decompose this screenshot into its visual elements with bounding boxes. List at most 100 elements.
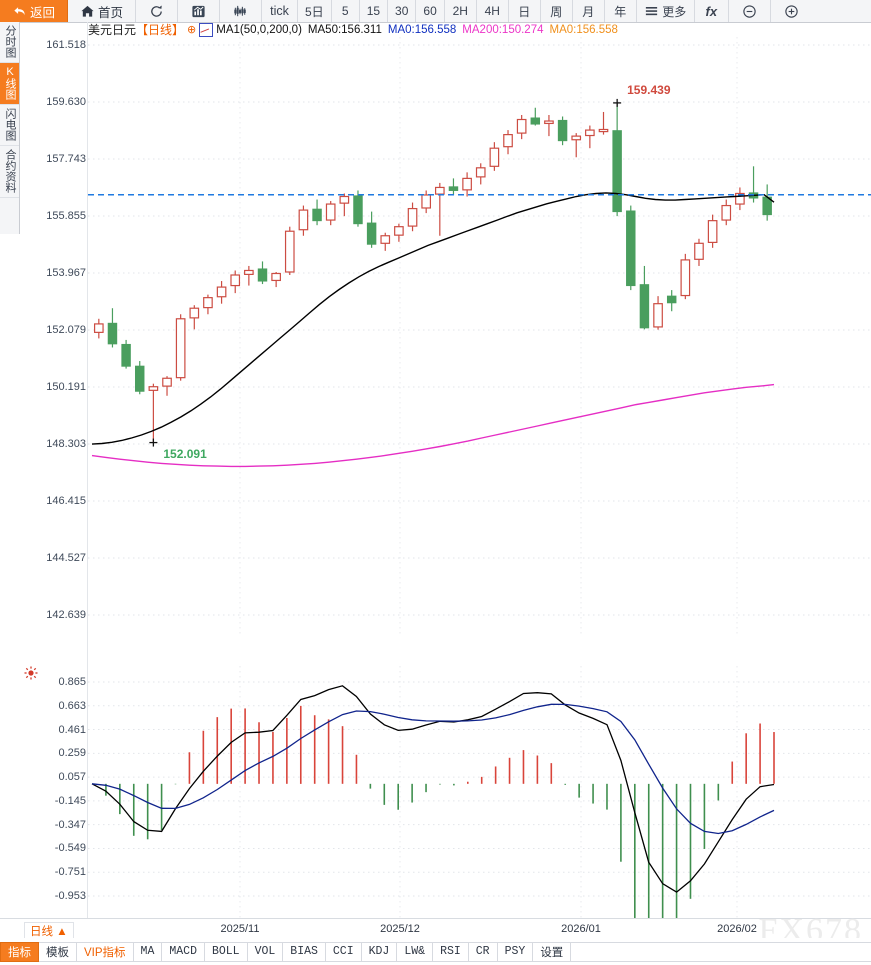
macd-y-tick: -0.549 xyxy=(54,842,86,855)
ma-line-MA200 xyxy=(91,383,775,468)
period-month-button-label: 月 xyxy=(582,4,595,19)
tab-boll[interactable]: BOLL xyxy=(204,941,248,962)
tab-lwr[interactable]: LW& xyxy=(397,941,434,962)
price-chart-svg xyxy=(88,37,871,637)
macd-y-tick: 0.865 xyxy=(58,676,86,688)
tab-settings[interactable]: 设置 xyxy=(533,941,572,962)
period-5min-button-label: 5 xyxy=(341,4,349,18)
function-button[interactable]: fx xyxy=(695,0,729,22)
zoom-out-button[interactable] xyxy=(729,0,771,22)
zoom-in-icon xyxy=(784,4,799,19)
candlestick xyxy=(93,318,104,339)
tab-templates[interactable]: 模板 xyxy=(39,941,77,962)
zoom-in-icon xyxy=(785,4,798,18)
back-button[interactable]: 返回 xyxy=(0,0,68,22)
tab-macd[interactable]: MACD xyxy=(162,941,205,962)
chart-header-info: 美元日元 【日线】 ⊕ MA1(50,0,200,0) MA50:156.311… xyxy=(88,22,624,37)
price-y-tick: 150.191 xyxy=(46,380,86,393)
tab-vip-indicators[interactable]: VIP指标 xyxy=(77,941,134,962)
candlestick xyxy=(284,226,295,276)
price-y-axis: 161.518 159.630 157.743 155.855 153.967 152.0… xyxy=(22,37,88,661)
period-30min-button[interactable]: 30 xyxy=(388,0,417,22)
time-axis: 日线 ▲ 2025/11 2025/12 2026/01 2026/02 xyxy=(0,918,871,940)
macd-chart-pane[interactable] xyxy=(88,666,871,918)
period-year-button[interactable]: 年 xyxy=(605,0,637,22)
high-price-label: 159.439 xyxy=(627,82,671,97)
macd-y-tick: 0.259 xyxy=(58,747,86,760)
candlestick xyxy=(585,125,595,149)
period-day-button[interactable]: 日 xyxy=(509,0,541,22)
ma-indicator-icon[interactable] xyxy=(199,22,214,37)
sidebar-item-lightning[interactable]: 闪电图 xyxy=(0,105,19,146)
candlestick-icon xyxy=(234,5,246,16)
price-y-tick: 161.518 xyxy=(46,39,86,51)
price-y-tick: 142.639 xyxy=(46,609,86,621)
home-button-label: 首页 xyxy=(97,5,123,20)
more-button[interactable]: 更多 xyxy=(637,0,695,22)
tab-kdj[interactable]: KDJ xyxy=(361,941,398,962)
expand-icon[interactable]: ⊕ xyxy=(187,24,197,36)
candlestick xyxy=(135,361,145,395)
back-button-label: 返回 xyxy=(29,5,55,20)
period-5min-button[interactable]: 5 xyxy=(332,0,360,22)
sidebar-item-contract[interactable]: 合约资料 xyxy=(0,146,19,198)
candle-chart-button[interactable] xyxy=(220,0,262,22)
macd-y-axis: 0.865 0.663 0.461 0.259 0.057 -0.145 -0.347 -0.… xyxy=(22,666,88,918)
tab-cci[interactable]: CCI xyxy=(325,941,362,962)
sidebar-item-timeshare[interactable]: 分时图 xyxy=(0,22,19,63)
candlestick xyxy=(189,305,200,330)
tick-button[interactable]: tick xyxy=(262,0,298,22)
bottom-indicator-bar: 指标 模板 VIP指标 MA MACD BOLL VOL BIAS CCI KDJ LW& RSI CR… xyxy=(0,938,871,965)
period-month-button[interactable]: 月 xyxy=(573,0,605,22)
candlestick xyxy=(216,281,227,304)
price-y-tick: 155.855 xyxy=(46,209,86,222)
zoom-in-button[interactable] xyxy=(771,0,813,22)
sidebar-item-kline[interactable]: K线图 xyxy=(0,63,19,105)
hamburger-icon xyxy=(644,4,659,19)
settings-sun-icon[interactable] xyxy=(24,666,38,680)
period-4h-button[interactable]: 4H xyxy=(477,0,509,22)
period-year-button-label: 年 xyxy=(614,4,627,19)
tab-psy[interactable]: PSY xyxy=(497,941,534,962)
period-60min-button[interactable]: 60 xyxy=(416,0,445,22)
macd-chart-svg xyxy=(88,666,871,918)
ma50-value: MA50:156.311 xyxy=(307,23,382,36)
period-15min-button[interactable]: 15 xyxy=(360,0,389,22)
refresh-icon xyxy=(151,5,162,17)
candlestick xyxy=(271,271,281,288)
candlestick xyxy=(148,383,159,443)
candlestick xyxy=(694,238,704,266)
macd-y-tick: 0.663 xyxy=(58,699,86,712)
hamburger-icon xyxy=(646,6,658,15)
price-y-tick: 146.415 xyxy=(46,494,86,507)
tab-vol[interactable]: VOL xyxy=(247,941,284,962)
candlestick xyxy=(107,308,118,348)
tab-bias[interactable]: BIAS xyxy=(283,941,326,962)
candlestick xyxy=(571,133,582,158)
indicator-chart-button[interactable] xyxy=(178,0,220,22)
candlestick xyxy=(748,166,759,203)
refresh-button[interactable] xyxy=(136,0,178,22)
period-2h-button-label: 2H xyxy=(452,4,468,18)
tick-button-label: tick xyxy=(270,4,289,18)
period-day-button-label: 日 xyxy=(518,4,531,19)
period-week-button[interactable]: 周 xyxy=(541,0,573,22)
price-y-tick: 153.967 xyxy=(46,266,86,279)
low-price-label: 152.091 xyxy=(163,446,207,461)
home-button[interactable]: 首页 xyxy=(68,0,136,22)
tab-ma[interactable]: MA xyxy=(133,941,163,962)
tab-rsi[interactable]: RSI xyxy=(433,941,469,962)
candlestick xyxy=(448,178,459,195)
tab-indicators[interactable]: 指标 xyxy=(0,941,39,962)
candlestick xyxy=(203,294,213,315)
price-chart-pane[interactable]: 159.439 152.091 xyxy=(88,37,871,661)
candlestick xyxy=(257,261,268,285)
candlestick xyxy=(407,202,418,232)
period-2h-button[interactable]: 2H xyxy=(445,0,477,22)
top-toolbar: 返回 首页 tick 5日 5 15 30 60 2H 4H 日 周 月 年 更多 fx xyxy=(0,0,871,23)
home-icon xyxy=(80,4,95,19)
price-y-tick: 144.527 xyxy=(46,551,86,564)
tab-cr[interactable]: CR xyxy=(468,941,498,962)
zoom-out-icon xyxy=(743,4,756,18)
period-5day-button[interactable]: 5日 xyxy=(298,0,332,22)
